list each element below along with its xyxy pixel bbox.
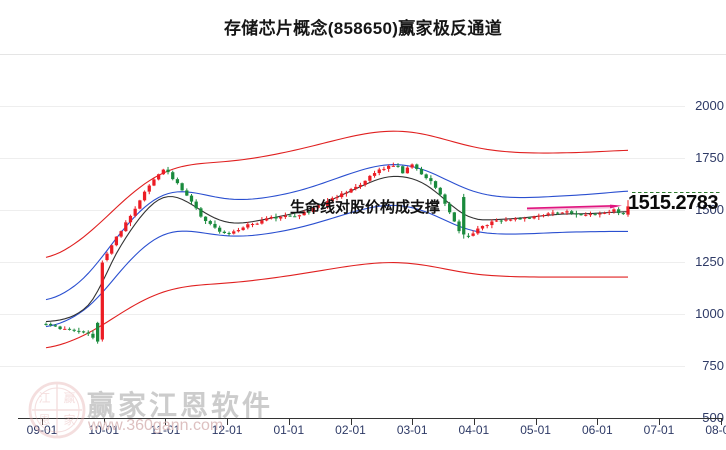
- svg-text:江: 江: [38, 391, 50, 405]
- svg-text:家: 家: [63, 412, 75, 427]
- svg-text:恩: 恩: [38, 413, 50, 427]
- svg-text:赢: 赢: [63, 390, 75, 405]
